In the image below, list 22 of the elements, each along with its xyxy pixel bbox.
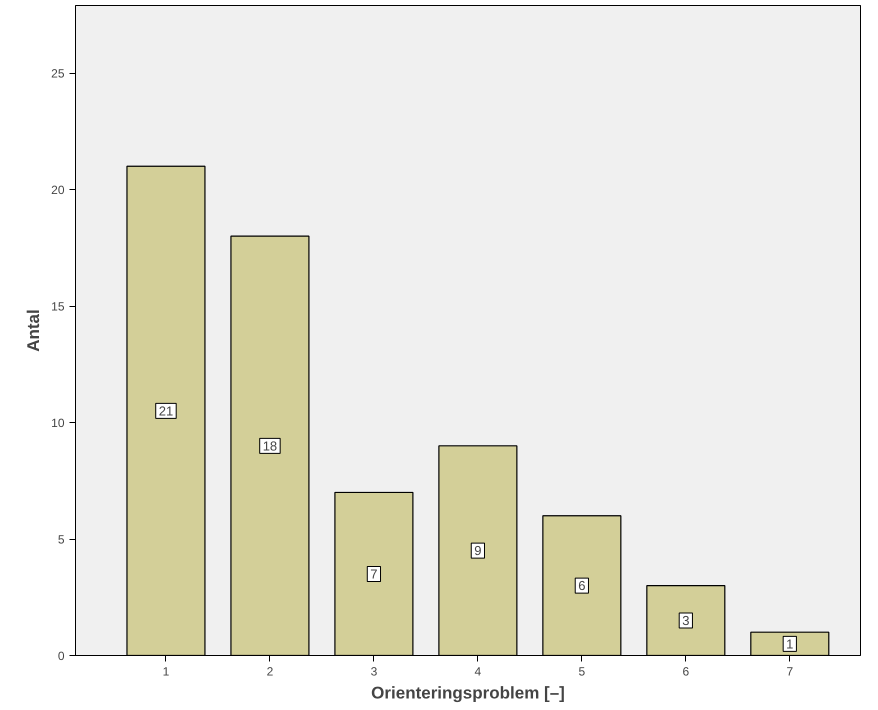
x-tick-label: 6 [682, 664, 690, 678]
y-axis-title: Antal [24, 309, 44, 352]
data-label: 6 [578, 578, 586, 594]
data-label: 21 [158, 403, 174, 418]
x-tick-label: 5 [578, 664, 586, 678]
data-label: 18 [262, 438, 278, 454]
y-tick-label: 5 [58, 532, 65, 547]
y-tick-label: 20 [51, 183, 65, 198]
x-tick-label: 1 [162, 664, 170, 678]
x-tick-label: 3 [370, 664, 378, 678]
y-tick-label: 0 [58, 649, 65, 663]
x-axis-title: Orienteringsproblem [–] [371, 684, 565, 702]
x-tick-label: 7 [786, 664, 794, 678]
x-tick-label: 4 [474, 664, 482, 678]
x-tick-label: 2 [266, 664, 274, 678]
y-tick-label: 10 [51, 416, 65, 430]
data-label: 9 [474, 543, 482, 558]
y-tick-label: 15 [51, 300, 65, 314]
data-label: 3 [682, 613, 690, 628]
y-tick-label: 25 [51, 66, 65, 81]
data-label: 7 [370, 566, 378, 582]
data-label: 1 [786, 636, 794, 652]
